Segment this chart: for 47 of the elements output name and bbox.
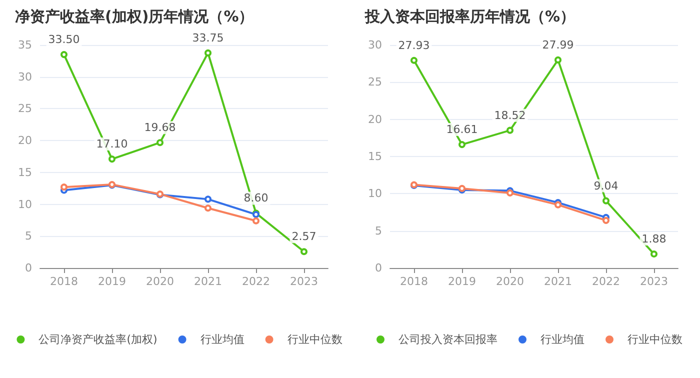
data-label: 27.93 [398, 38, 430, 52]
legend-label: 行业均值 [540, 333, 584, 346]
data-label: 2.57 [292, 230, 316, 244]
y-tick-label: 35 [18, 38, 32, 52]
legend-label: 行业中位数 [287, 333, 342, 346]
data-label: 16.61 [446, 123, 478, 136]
legend-label: 公司净资产收益率(加权) [38, 333, 158, 346]
x-tick-label: 2019 [448, 275, 476, 288]
x-tick-label: 2020 [146, 275, 174, 288]
data-label: 8.60 [244, 192, 268, 205]
x-tick-label: 2020 [496, 275, 524, 288]
x-tick-label: 2021 [194, 275, 222, 288]
y-tick-label: 0 [375, 262, 382, 274]
data-label: 18.52 [494, 108, 526, 122]
y-tick-label: 15 [368, 150, 382, 163]
y-tick-label: 20 [18, 134, 32, 148]
y-tick-label: 5 [375, 224, 382, 238]
y-tick-label: 15 [18, 166, 32, 179]
y-tick-label: 25 [18, 102, 32, 116]
data-label: 1.88 [642, 232, 666, 246]
x-tick-label: 2022 [242, 275, 270, 288]
data-label: 19.68 [144, 121, 176, 134]
y-tick-label: 25 [368, 76, 382, 89]
data-label: 27.99 [542, 38, 574, 52]
y-tick-label: 20 [368, 112, 382, 126]
data-label: 33.75 [192, 31, 224, 44]
y-tick-label: 0 [25, 262, 32, 274]
x-tick-label: 2021 [544, 275, 572, 288]
x-tick-label: 2018 [400, 275, 428, 288]
x-tick-label: 2018 [50, 275, 78, 288]
x-tick-label: 2019 [98, 275, 126, 288]
data-label: 17.10 [96, 138, 128, 151]
legend-label: 行业均值 [200, 333, 244, 346]
y-tick-label: 5 [25, 230, 32, 243]
y-tick-label: 10 [18, 198, 32, 211]
data-label: 33.50 [48, 33, 80, 46]
x-tick-label: 2023 [290, 275, 318, 288]
legend-label: 公司投入资本回报率 [398, 333, 498, 346]
chart-title: 投入资本回报率历年情况（%） [364, 8, 576, 26]
chart-title: 净资产收益率(加权)历年情况（%） [15, 8, 254, 26]
x-tick-label: 2022 [592, 275, 620, 288]
y-tick-label: 10 [368, 187, 382, 200]
data-label: 9.04 [594, 179, 618, 192]
legend-label: 行业中位数 [628, 333, 682, 346]
y-tick-label: 30 [18, 70, 32, 84]
y-tick-label: 30 [368, 38, 382, 52]
x-tick-label: 2023 [640, 275, 668, 288]
